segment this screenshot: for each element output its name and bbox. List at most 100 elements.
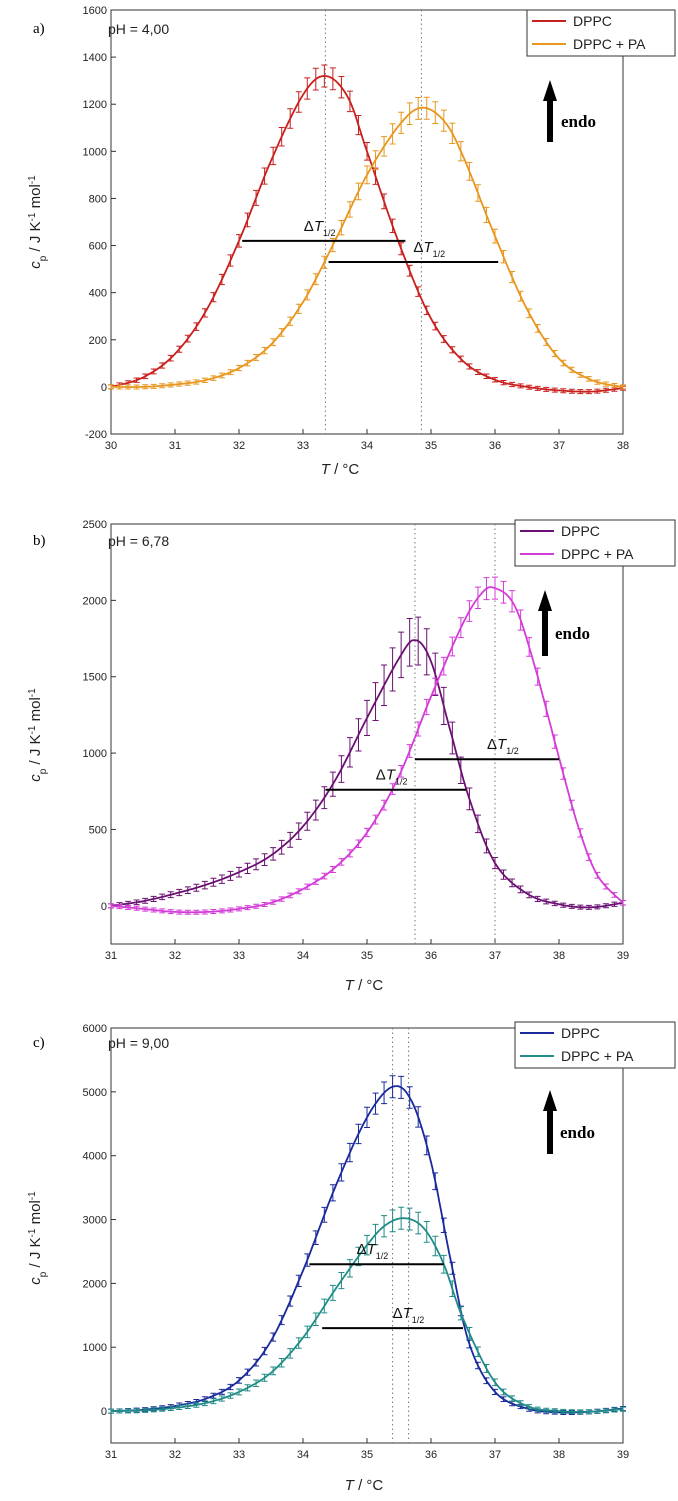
error-bar xyxy=(159,383,166,389)
error-bar xyxy=(509,271,516,284)
error-bar xyxy=(509,381,516,388)
error-bar xyxy=(227,1383,234,1391)
error-bar xyxy=(321,786,328,810)
error-bar xyxy=(509,878,516,888)
error-bar xyxy=(423,1135,430,1156)
error-bar xyxy=(312,1312,319,1327)
error-bar xyxy=(449,346,456,354)
error-bar xyxy=(364,827,370,838)
error-bar xyxy=(594,379,601,385)
error-bar xyxy=(150,1407,157,1413)
x-tick-label: 35 xyxy=(425,440,437,452)
error-bar xyxy=(474,184,481,202)
panel-c-y-axis-label: cp / J K-1 mol-1 xyxy=(27,1191,49,1285)
error-bar xyxy=(176,888,183,897)
error-bar xyxy=(415,96,422,120)
error-bar xyxy=(534,895,541,902)
panel-a-plot-frame xyxy=(110,9,624,435)
error-bar xyxy=(526,308,533,319)
error-bar xyxy=(466,1327,473,1340)
error-bar xyxy=(398,242,405,256)
error-bar xyxy=(167,382,174,388)
error-bar xyxy=(270,1366,277,1376)
error-bar xyxy=(432,321,439,331)
error-bar xyxy=(193,379,200,385)
error-bar xyxy=(355,1246,362,1267)
error-bar xyxy=(218,908,225,914)
error-bar xyxy=(517,609,524,631)
x-tick-label: 32 xyxy=(169,1449,181,1461)
x-tick-label: 37 xyxy=(489,1449,501,1461)
error-bar xyxy=(346,737,353,768)
error-bar xyxy=(338,755,345,783)
error-bar xyxy=(594,904,601,910)
panel-b-peak-guides xyxy=(414,524,496,944)
x-tick-label: 33 xyxy=(297,440,309,452)
error-bar xyxy=(253,353,260,361)
error-bar xyxy=(568,799,575,811)
error-bar xyxy=(398,1075,405,1099)
legend-label-dppc-pa: DPPC + PA xyxy=(573,36,646,52)
error-bar xyxy=(423,1221,430,1243)
error-bar xyxy=(253,858,260,871)
error-bar xyxy=(560,1408,567,1414)
error-bar xyxy=(509,1395,516,1402)
panel-a: a) pH = 4,00 30 31 32 33 34 35 36 37 38 -200 0 200 4… xyxy=(27,5,676,478)
error-bar xyxy=(602,883,609,890)
error-bar xyxy=(483,577,490,601)
error-bar xyxy=(568,903,575,909)
error-bar xyxy=(449,1280,456,1297)
arrow-up-icon xyxy=(542,610,548,656)
panel-c-letter: c) xyxy=(33,1035,45,1051)
error-bar xyxy=(602,387,609,393)
error-bar xyxy=(389,647,396,692)
error-bar xyxy=(278,896,285,902)
error-bar xyxy=(526,891,533,899)
error-bar xyxy=(585,376,592,382)
error-bar xyxy=(594,1408,601,1414)
error-bar xyxy=(492,228,498,244)
x-tick-label: 35 xyxy=(361,1449,373,1461)
error-bar xyxy=(534,667,541,686)
panel-a-axes: 30 31 32 33 34 35 36 37 38 -200 0 200 400 600 800 1000 1… xyxy=(83,5,630,452)
error-bar xyxy=(253,189,260,206)
error-bar xyxy=(133,377,140,383)
series-line-dppc xyxy=(110,75,624,393)
error-bar xyxy=(346,1259,353,1278)
x-tick-label: 38 xyxy=(553,1449,565,1461)
error-bar xyxy=(116,384,123,390)
error-bar xyxy=(517,290,524,302)
x-tick-label: 33 xyxy=(233,1449,245,1461)
error-bar xyxy=(236,234,242,248)
arrow-up-icon xyxy=(547,1110,553,1154)
error-bar xyxy=(227,870,234,881)
error-bar xyxy=(236,1388,242,1396)
error-bar xyxy=(287,1295,294,1307)
error-bar xyxy=(193,909,200,915)
error-bar xyxy=(560,388,567,394)
error-bar xyxy=(278,1357,285,1368)
error-bar xyxy=(457,1306,464,1321)
error-bar xyxy=(312,1230,319,1246)
panel-a-endo-arrow: endo xyxy=(543,80,596,142)
x-tick-label: 39 xyxy=(617,950,629,962)
error-bar xyxy=(585,904,592,910)
error-bar xyxy=(184,909,191,915)
error-bar xyxy=(457,141,464,162)
panel-a-half-width-lines: ΔT1/2 ΔT1/2 xyxy=(242,218,499,264)
error-bar xyxy=(167,1405,174,1411)
error-bar xyxy=(218,1388,225,1395)
x-tick-label: 37 xyxy=(489,950,501,962)
error-bar xyxy=(440,656,447,676)
panel-b-half-width-lines: ΔT1/2 ΔT1/2 xyxy=(325,736,559,791)
error-bar xyxy=(304,1253,311,1267)
error-bar xyxy=(295,888,302,895)
x-tick-label: 38 xyxy=(553,950,565,962)
error-bar xyxy=(526,637,533,657)
error-bar xyxy=(355,718,362,752)
error-bar xyxy=(381,136,388,157)
x-tick-label: 34 xyxy=(361,440,373,452)
error-bar xyxy=(295,822,302,840)
y-tick-label: 600 xyxy=(89,241,107,253)
